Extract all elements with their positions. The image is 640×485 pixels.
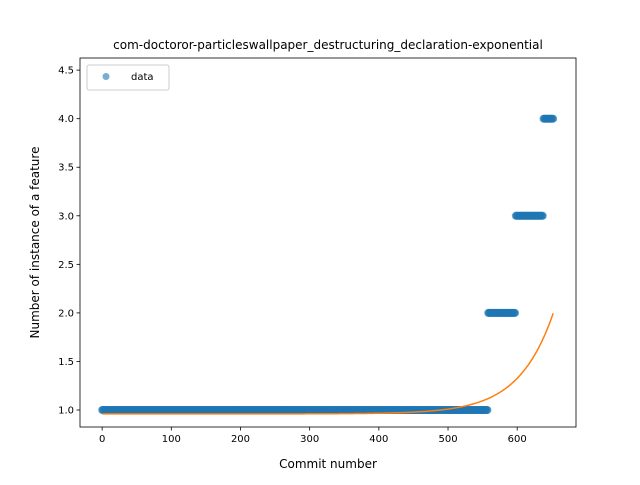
legend-box — [86, 64, 170, 91]
y-tick-label: 3.0 — [58, 211, 74, 222]
x-tick-label: 600 — [508, 434, 527, 445]
x-tick-label: 300 — [300, 434, 319, 445]
y-tick-label: 4.0 — [58, 114, 74, 125]
x-axis-ticks: 0 100 200 300 400 500 600 — [99, 427, 527, 445]
y-tick-label: 3.5 — [58, 163, 74, 174]
y-tick-label: 4.5 — [58, 66, 74, 77]
x-tick-label: 500 — [438, 434, 457, 445]
plot-area — [98, 114, 558, 415]
x-tick-label: 200 — [231, 434, 250, 445]
y-tick-label: 1.5 — [58, 357, 74, 368]
x-tick-label: 400 — [369, 434, 388, 445]
legend-label-data: data — [131, 72, 154, 83]
x-axis-label: Commit number — [279, 457, 377, 471]
data-point — [483, 406, 492, 415]
data-point — [511, 308, 520, 317]
data-point — [549, 114, 558, 123]
fit-line — [102, 313, 554, 415]
legend: data — [86, 64, 170, 91]
y-tick-label: 1.0 — [58, 406, 74, 417]
chart-title: com-doctoror-particleswallpaper_destruct… — [113, 38, 543, 52]
y-axis-label: Number of instance of a feature — [28, 147, 42, 339]
y-axis-ticks: 1.0 1.5 2.0 2.5 3.0 3.5 4.0 4.5 — [58, 66, 80, 417]
plot-frame — [79, 57, 577, 428]
data-point — [538, 211, 547, 220]
x-tick-label: 100 — [162, 434, 181, 445]
x-tick-label: 0 — [99, 434, 105, 445]
legend-marker-data — [102, 73, 110, 80]
y-tick-label: 2.5 — [58, 260, 74, 271]
y-tick-label: 2.0 — [58, 308, 74, 319]
